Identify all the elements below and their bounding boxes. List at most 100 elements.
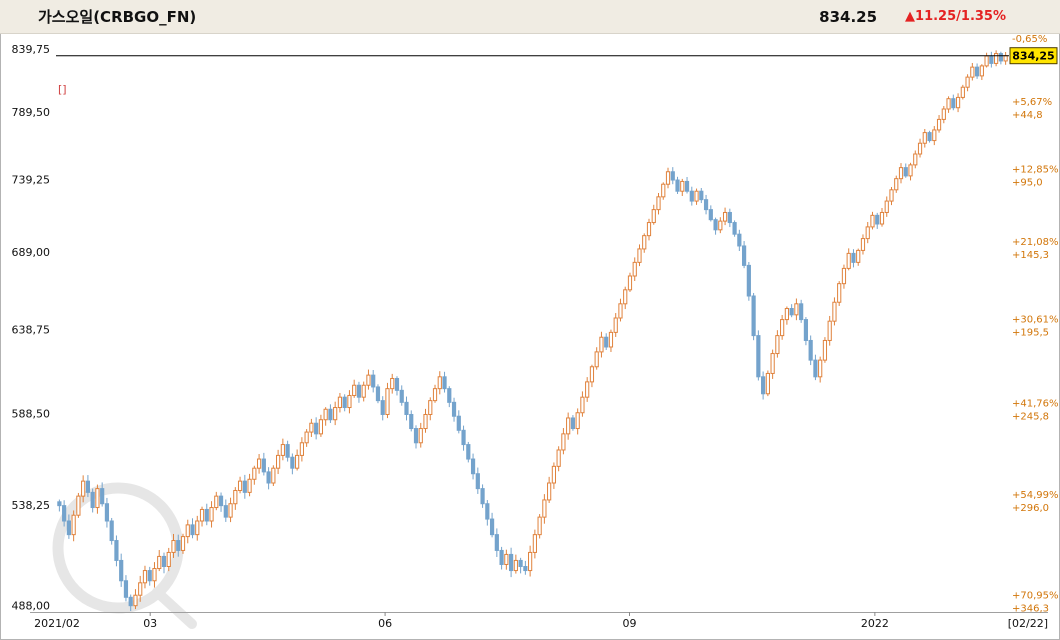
- candle-body: [380, 400, 385, 415]
- candle-body: [223, 505, 228, 518]
- candle-body: [632, 261, 637, 277]
- candle-body: [908, 164, 913, 177]
- candle-body: [623, 289, 628, 305]
- instrument-title: 가스오일(CRBGO_FN): [38, 8, 197, 26]
- candle-body: [480, 488, 485, 505]
- candle-body: [566, 417, 571, 435]
- candle-body: [818, 359, 823, 378]
- candle-body: [119, 559, 124, 582]
- point-change-label: +195,5: [1012, 328, 1049, 339]
- y-axis-label: 789,50: [12, 106, 51, 119]
- candle-body: [266, 471, 271, 484]
- pct-change-label: +12,85%: [1012, 165, 1059, 176]
- candle-body: [756, 335, 761, 378]
- candle-body: [280, 444, 285, 456]
- candle-body: [176, 540, 181, 551]
- candle-body: [57, 501, 62, 507]
- candle-body: [547, 482, 552, 501]
- candle-body: [832, 301, 837, 322]
- candle-body: [271, 467, 276, 484]
- candle-body: [195, 520, 200, 536]
- y-axis-label: 588,50: [12, 408, 51, 421]
- candle-body: [951, 98, 956, 109]
- candle-body: [314, 422, 319, 435]
- candle-body: [133, 594, 138, 607]
- point-change-label: +44,8: [1012, 110, 1043, 121]
- candle-body: [461, 429, 466, 446]
- candle-body: [171, 540, 176, 553]
- pct-change-label: +21,08%: [1012, 237, 1059, 248]
- candle-body: [604, 336, 609, 348]
- candle-body: [732, 222, 737, 235]
- pct-change-label: +5,67%: [1012, 97, 1052, 108]
- pct-change-label: +30,61%: [1012, 315, 1059, 326]
- candle-body: [318, 419, 324, 435]
- candle-body: [946, 98, 951, 110]
- candle-body: [261, 458, 266, 473]
- candle-body: [860, 238, 866, 251]
- candle-body: [371, 374, 376, 388]
- candle-body: [428, 400, 433, 415]
- candle-body: [233, 489, 238, 505]
- candle-body: [718, 220, 723, 231]
- candle-body: [665, 171, 671, 185]
- candle-body: [984, 55, 989, 67]
- candle-body: [228, 503, 233, 518]
- candle-body: [765, 372, 770, 395]
- chart-header: 가스오일(CRBGO_FN) 834.25 ▲11.25/1.35%: [0, 0, 1060, 34]
- candle-body: [204, 508, 209, 522]
- candle-body: [737, 233, 742, 247]
- candle-body: [366, 374, 371, 386]
- candle-body: [684, 180, 690, 192]
- candle-body: [161, 555, 167, 567]
- candle-body: [651, 209, 656, 224]
- candle-body: [285, 444, 290, 458]
- candle-body: [247, 478, 252, 493]
- candle-body: [485, 503, 490, 520]
- candle-body: [780, 319, 785, 337]
- candle-body: [799, 303, 804, 321]
- candle-body: [62, 505, 67, 522]
- candle-body: [570, 417, 576, 430]
- candle-body: [390, 377, 395, 390]
- candle-body: [375, 386, 381, 402]
- candle-body: [114, 540, 119, 561]
- candle-body: [585, 381, 590, 398]
- candle-body: [237, 480, 243, 491]
- x-axis-label: 03: [143, 617, 157, 630]
- overlay-marker: []: [58, 83, 67, 96]
- candle-body: [413, 428, 419, 444]
- candle-body: [166, 551, 171, 567]
- y-axis-label: 538,25: [12, 499, 51, 512]
- candle-body: [323, 408, 328, 421]
- candle-body: [475, 473, 480, 490]
- candle-body: [803, 319, 809, 341]
- y-axis-label: 488,00: [12, 600, 51, 613]
- candle-body: [613, 317, 618, 333]
- candle-body: [157, 555, 162, 570]
- candle-body: [218, 495, 224, 507]
- candle-body: [870, 214, 875, 228]
- candle-body: [974, 66, 980, 77]
- candle-body: [470, 458, 476, 475]
- candle-body: [95, 488, 100, 509]
- candle-body: [509, 553, 514, 572]
- candle-body: [970, 66, 975, 78]
- candle-body: [713, 219, 718, 231]
- candle-body: [894, 178, 899, 191]
- candle-body: [499, 549, 504, 565]
- candle-body: [989, 55, 994, 64]
- candle-body: [190, 524, 195, 536]
- y-axis-label: 689,00: [12, 246, 51, 259]
- candle-body: [627, 275, 633, 291]
- candle-body: [537, 516, 542, 536]
- candle-body: [965, 76, 970, 88]
- candle-body: [199, 508, 205, 522]
- candle-body: [913, 153, 918, 166]
- y-axis-label: 839,75: [12, 43, 51, 56]
- candle-body: [85, 480, 91, 493]
- candle-body: [575, 412, 580, 430]
- candle-body: [770, 353, 775, 374]
- candle-body: [142, 570, 148, 584]
